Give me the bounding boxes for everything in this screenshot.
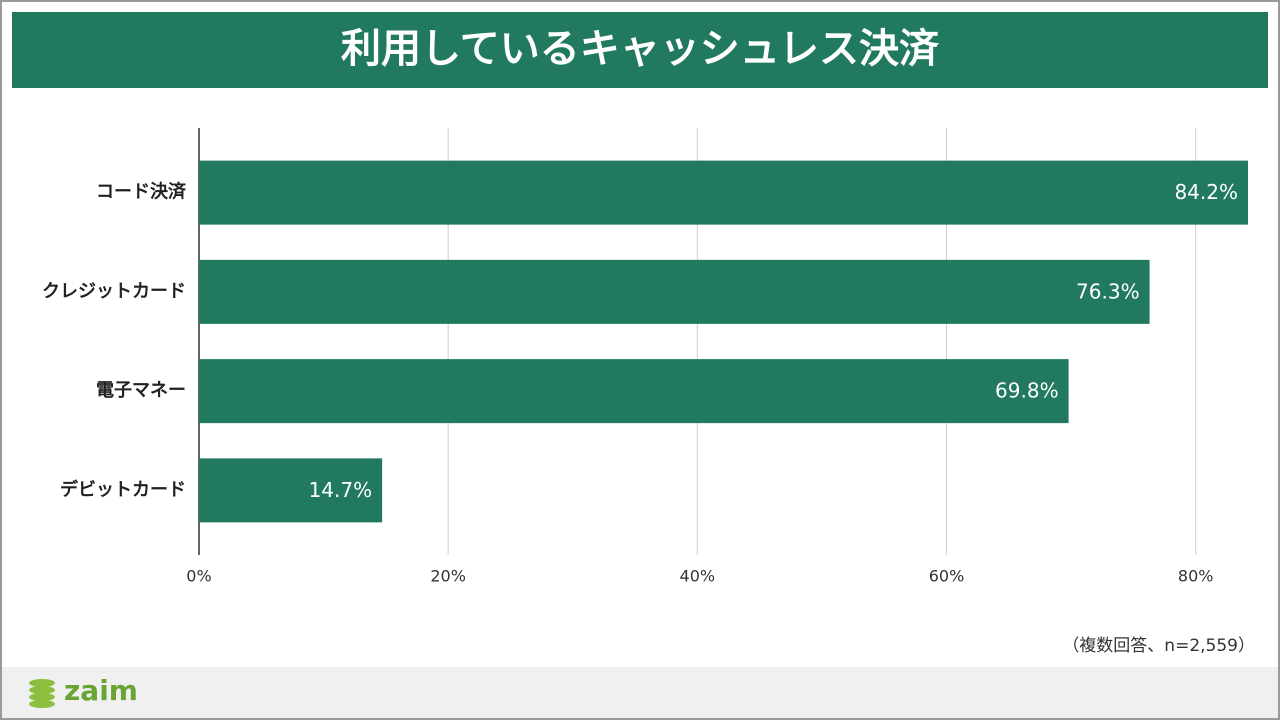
bar (199, 160, 1248, 225)
brand-logo: zaim (64, 674, 138, 707)
value-label: 84.2% (1174, 180, 1238, 204)
chart-title: 利用しているキャッシュレス決済 (341, 26, 940, 72)
x-tick-label: 80% (1178, 567, 1214, 586)
y-tick-label: 電子マネー (96, 380, 186, 401)
x-tick-label: 60% (929, 567, 965, 586)
x-tick-label: 0% (186, 567, 211, 586)
y-tick-label: コード決済 (96, 181, 187, 203)
plot-area: 0% 20% 40% 60% 80% コード決済 84.2% クレジットカード 76.3% 電子マ… (42, 128, 1248, 586)
value-label: 76.3% (1076, 279, 1140, 303)
y-tick-label: デビットカード (60, 478, 186, 500)
value-label: 69.8% (995, 379, 1059, 403)
value-label: 14.7% (309, 478, 373, 502)
x-tick-label: 20% (430, 567, 466, 586)
x-tick-label: 40% (680, 567, 716, 586)
bar (199, 259, 1150, 324)
logo-icon (29, 679, 55, 708)
bar (199, 458, 383, 523)
note: （複数回答、n=2,559） (1062, 636, 1255, 656)
footer (2, 667, 1278, 718)
bar (199, 359, 1069, 424)
title-banner (12, 12, 1268, 88)
y-tick-label: クレジットカード (42, 281, 186, 302)
